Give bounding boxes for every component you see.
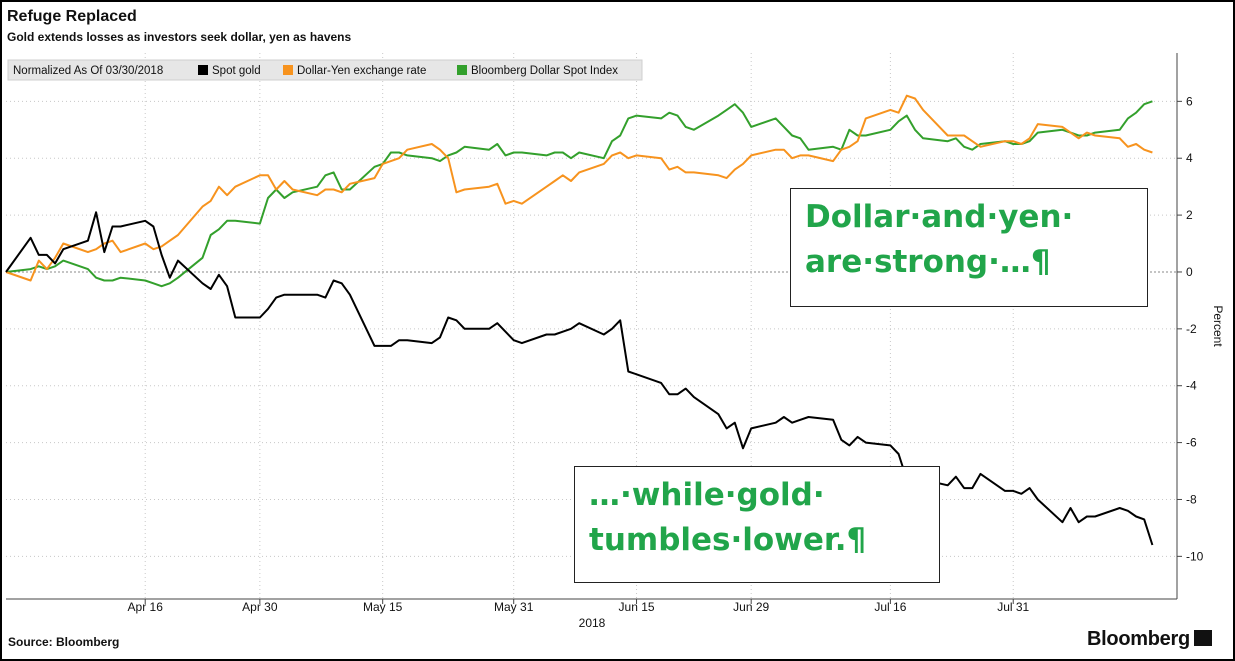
- legend-swatch: [283, 65, 293, 75]
- x-tick-label: Jul 16: [874, 600, 906, 614]
- legend-entry: Bloomberg Dollar Spot Index: [471, 65, 618, 77]
- legend-swatch: [457, 65, 467, 75]
- annotation-strong-line-1: Dollar·and·yen·: [805, 199, 1074, 235]
- x-tick-label: May 31: [494, 600, 534, 614]
- series-line-dollar-yen-exchange-rate: [5, 94, 1153, 282]
- annotation-strong: Dollar·and·yen· are·strong·…¶: [790, 188, 1148, 307]
- chart-subtitle: Gold extends losses as investors seek do…: [7, 30, 352, 44]
- terminal-icon: [1193, 630, 1212, 646]
- annotation-strong-line-2: are·strong·…¶: [805, 243, 1051, 280]
- y-tick-label: -10: [1186, 549, 1204, 563]
- x-tick-label: Apr 16: [128, 600, 164, 614]
- source-note: Source: Bloomberg: [8, 635, 120, 649]
- annotation-tumbles-line-2: tumbles·lower.¶: [589, 521, 867, 558]
- x-tick-label: Jun 15: [619, 600, 655, 614]
- y-tick-label: 6: [1186, 94, 1193, 108]
- legend-swatch: [198, 65, 208, 75]
- y-tick-label: 2: [1186, 208, 1193, 222]
- y-tick-label: 4: [1186, 151, 1193, 165]
- x-tick-label: Jul 31: [997, 600, 1029, 614]
- chart-title: Refuge Replaced: [7, 8, 137, 25]
- y-tick-label: -8: [1186, 492, 1197, 506]
- series-line-bloomberg-dollar-spot-index: [5, 100, 1153, 288]
- y-tick-label: 0: [1186, 265, 1193, 279]
- bloomberg-logo: Bloomberg: [1087, 628, 1212, 651]
- legend-entry: Dollar-Yen exchange rate: [297, 65, 426, 77]
- y-axis-title: Percent: [1211, 305, 1225, 347]
- series-line-spot-gold: [5, 211, 1154, 546]
- legend-prefix: Normalized As Of 03/30/2018: [13, 65, 163, 77]
- x-tick-label: Apr 30: [242, 600, 278, 614]
- annotation-tumbles-line-1: …·while·gold·: [589, 477, 825, 513]
- brand-name: Bloomberg: [1087, 628, 1190, 650]
- y-tick-label: -6: [1186, 436, 1197, 450]
- x-tick-label: May 15: [363, 600, 403, 614]
- annotation-tumbles: …·while·gold· tumbles·lower.¶: [574, 466, 940, 583]
- x-year-label: 2018: [579, 616, 606, 630]
- y-tick-label: -2: [1186, 322, 1197, 336]
- legend: [7, 59, 643, 81]
- x-tick-label: Jun 29: [733, 600, 769, 614]
- y-tick-label: -4: [1186, 379, 1197, 393]
- legend-entry: Spot gold: [212, 65, 261, 77]
